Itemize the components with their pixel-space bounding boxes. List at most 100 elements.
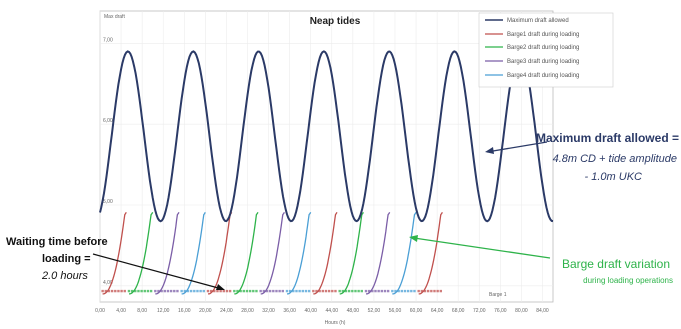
loading-marker [321,289,325,293]
loading-marker [245,289,249,293]
loading-marker [140,289,143,293]
series-line-barge2 [234,211,259,295]
annotation-waiting-arrow [92,253,223,290]
loading-marker [262,289,266,293]
series-line-maximum-draft [99,50,554,223]
y-tick-label: 7,00 [103,37,113,43]
loading-marker [160,289,163,293]
legend: Maximum draft allowed Barge1 draft durin… [478,12,614,88]
loading-marker [199,289,202,293]
y-axis-label: Max draft [104,14,125,20]
series-line-barge1 [313,211,338,295]
loading-marker [104,289,107,293]
x-axis-ticks: 0,00 4,00 8,00 12,00 16,00 20,00 24,00 28,00 32,… [95,308,549,314]
annotation-barge-variation: Barge draft variation during loading ope… [409,235,673,285]
loading-marker [331,289,334,293]
loading-marker [127,289,131,293]
chart-title: Neap tides [310,16,361,27]
loading-marker [386,289,390,293]
loading-marker [413,289,416,293]
x-tick-label: 84,00 [536,308,549,314]
annotation-waiting-arrowhead [216,284,225,290]
x-tick-label: 4,00 [116,308,126,314]
x-tick-label: 24,00 [220,308,233,314]
loading-marker [242,289,246,293]
loading-marker [301,289,304,293]
loading-marker [410,289,413,293]
loading-marker [189,289,193,293]
legend-label-barge1: Barge1 draft during loading [507,32,579,38]
loading-marker [114,289,117,293]
loading-marker [400,289,404,293]
series-line-barge2 [339,211,364,295]
loading-marker [146,289,150,293]
series-line-barge2 [129,211,154,295]
y-tick-label: 5,00 [103,199,113,205]
loading-marker [120,289,123,293]
x-tick-label: 60,00 [410,308,423,314]
x-tick-label: 48,00 [347,308,360,314]
x-tick-label: 28,00 [241,308,254,314]
x-tick-label: 8,00 [137,308,147,314]
loading-marker [417,289,420,293]
loading-marker [288,289,292,293]
loading-marker [406,289,410,293]
loading-marker [360,289,363,293]
series-line-barge1 [102,211,127,295]
loading-marker [338,289,341,293]
loading-marker [157,289,160,293]
loading-marker [225,289,229,293]
loading-marker [307,289,311,293]
loading-marker [403,289,407,293]
loading-marker [255,289,258,293]
loading-marker [439,289,443,293]
loading-marker [110,289,114,293]
loading-marker [423,289,427,293]
loading-marker [394,289,397,293]
loading-marker [248,289,252,293]
loading-marker [433,289,436,293]
loading-marker [137,289,140,293]
loading-marker [239,289,242,293]
loading-marker [281,289,284,293]
loading-marker [351,289,354,293]
loading-marker [265,289,269,293]
loading-marker [285,289,289,293]
series-line-barge4 [181,211,206,295]
series-line-barge3 [366,211,391,295]
series-line-barge3 [260,211,285,295]
y-tick-label: 4,00 [103,280,113,286]
annotation-waiting-time: Waiting time before loading = 2.0 hours [6,236,225,290]
legend-label-barge2: Barge2 draft during loading [507,45,579,51]
x-tick-label: 76,00 [494,308,507,314]
loading-marker [173,289,176,293]
loading-marker [295,289,298,293]
loading-marker [117,289,120,293]
annotation-max-draft-line2: - 1.0m UKC [585,171,643,183]
x-tick-label: 36,00 [283,308,296,314]
loading-marker [186,289,190,293]
annotation-max-draft-line1: 4.8m CD + tide amplitude [553,153,677,165]
legend-label-barge4: Barge4 draft during loading [507,73,579,79]
annotation-waiting-title-1: Waiting time before [6,236,108,248]
loading-marker [304,289,308,293]
annotation-waiting-title-2: loading = [42,253,91,265]
x-tick-label: 16,00 [178,308,191,314]
loading-marker [298,289,301,293]
x-tick-label: 40,00 [304,308,317,314]
legend-label-maximum-draft: Maximum draft allowed [507,18,569,24]
loading-marker [134,289,137,293]
loading-marker [357,289,360,293]
loading-marker [347,289,351,293]
bottom-marker-label: Barge 1 [489,292,507,298]
x-tick-label: 20,00 [199,308,212,314]
loading-marker [420,289,424,293]
loading-marker [383,289,387,293]
annotation-barge-variation-subtitle: during loading operations [583,276,673,285]
x-tick-label: 0,00 [95,308,105,314]
loading-marker [324,289,328,293]
annotation-waiting-value: 2.0 hours [41,270,88,282]
loading-marker [216,289,219,293]
loading-marker [377,289,380,293]
loading-marker [101,289,104,293]
